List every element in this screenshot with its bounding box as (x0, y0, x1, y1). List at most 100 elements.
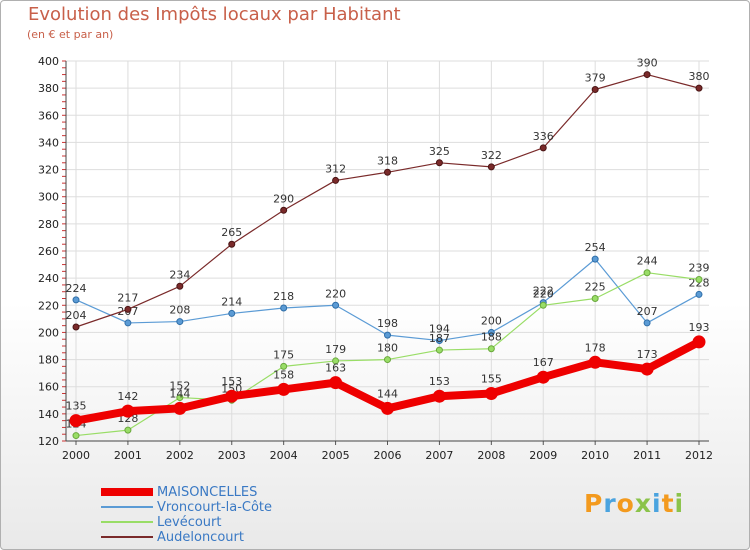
data-point[interactable] (695, 84, 703, 92)
data-label: 224 (66, 282, 87, 295)
data-label: 158 (273, 368, 294, 381)
logo-letter: P (584, 489, 604, 518)
data-point[interactable] (124, 319, 132, 327)
data-point[interactable] (484, 387, 498, 400)
data-label: 325 (429, 145, 450, 158)
x-tick-label: 2008 (477, 449, 505, 462)
y-tick-label: 220 (38, 299, 59, 312)
logo-letter: r (603, 489, 617, 518)
x-tick-label: 2001 (114, 449, 142, 462)
data-label: 142 (117, 390, 138, 403)
data-label: 217 (117, 291, 138, 304)
legend-label: Levécourt (157, 515, 222, 530)
data-point[interactable] (643, 319, 651, 327)
data-point[interactable] (280, 362, 288, 370)
y-tick-label: 200 (38, 326, 59, 339)
data-point[interactable] (384, 168, 391, 176)
data-point[interactable] (124, 426, 132, 434)
data-point[interactable] (643, 269, 651, 277)
data-point[interactable] (435, 346, 443, 354)
data-point[interactable] (640, 362, 654, 376)
data-label: 167 (533, 356, 554, 369)
data-point[interactable] (277, 382, 291, 396)
data-point[interactable] (384, 331, 391, 339)
data-point[interactable] (225, 389, 239, 403)
data-label: 204 (66, 309, 87, 322)
data-label: 193 (689, 321, 710, 334)
logo-letter: x (634, 489, 652, 518)
x-tick-label: 2000 (62, 449, 90, 462)
data-label: 152 (169, 380, 190, 393)
y-tick-label: 380 (38, 82, 59, 95)
data-point[interactable] (176, 282, 184, 290)
data-point[interactable] (487, 345, 495, 353)
data-point[interactable] (176, 318, 184, 326)
data-label: 153 (221, 375, 242, 388)
data-point[interactable] (332, 176, 340, 184)
data-point[interactable] (124, 305, 132, 313)
y-tick-label: 140 (38, 408, 59, 421)
data-point[interactable] (539, 144, 547, 152)
data-label: 220 (533, 287, 554, 300)
y-tick-labels: 120 140 160 180 200 220 240 260 280 300 320 340 360 3… (38, 55, 59, 448)
data-point[interactable] (228, 240, 236, 248)
data-point[interactable] (435, 159, 443, 167)
data-point[interactable] (332, 357, 340, 365)
legend-swatch (101, 536, 153, 538)
data-point[interactable] (69, 414, 83, 428)
legend-swatch (101, 521, 153, 523)
data-point[interactable] (72, 323, 80, 331)
data-point[interactable] (487, 163, 495, 171)
data-label: 239 (689, 262, 710, 275)
x-tick-label: 2004 (270, 449, 298, 462)
data-label: 218 (273, 290, 294, 303)
x-tick-label: 2002 (166, 449, 194, 462)
data-point[interactable] (384, 356, 391, 364)
axes (62, 60, 709, 445)
legend-label: Audeloncourt (157, 530, 244, 545)
data-point[interactable] (332, 301, 340, 309)
data-label: 144 (169, 387, 190, 400)
line-chart: 2000 2001 2002 2003 2004 2005 2006 2007 2008 2009… (38, 55, 713, 462)
data-point[interactable] (173, 401, 187, 415)
y-tick-label: 260 (38, 245, 59, 258)
chart-subtitle: (en € et par an) (27, 28, 114, 41)
data-point[interactable] (280, 206, 288, 214)
data-point[interactable] (695, 276, 703, 283)
data-point[interactable] (536, 370, 550, 384)
data-label: 225 (585, 281, 606, 294)
legend-swatch (101, 488, 153, 496)
series-maisoncelles: 135 142 144 153 158 163 144 153 155 167 178 173 193 (66, 321, 710, 428)
data-point[interactable] (643, 71, 651, 79)
data-label: 153 (429, 375, 450, 388)
series-group: 2242072082142182201981942002222542072281… (66, 57, 710, 440)
data-point[interactable] (539, 301, 547, 309)
data-point[interactable] (176, 394, 184, 402)
data-point[interactable] (72, 296, 80, 304)
data-point[interactable] (588, 355, 602, 369)
data-point[interactable] (329, 376, 343, 390)
data-label: 254 (585, 241, 606, 254)
data-point[interactable] (381, 401, 394, 415)
data-point[interactable] (692, 335, 706, 349)
data-point[interactable] (121, 404, 135, 418)
data-label: 207 (637, 305, 658, 318)
data-label: 265 (221, 226, 242, 239)
data-point[interactable] (228, 309, 236, 317)
y-tick-label: 180 (38, 354, 59, 367)
data-label: 135 (66, 400, 87, 413)
series-audeloncourt: 204 217 234 265 290 312 318 325 322 336 379 390 380 (66, 57, 710, 331)
data-point[interactable] (72, 432, 80, 440)
data-point[interactable] (435, 337, 443, 345)
data-point[interactable] (591, 86, 599, 93)
data-point[interactable] (591, 255, 599, 263)
y-tick-label: 120 (38, 435, 59, 448)
x-tick-label: 2003 (218, 449, 246, 462)
data-point[interactable] (432, 389, 446, 403)
data-label: 380 (689, 70, 710, 83)
data-point[interactable] (695, 290, 703, 298)
data-point[interactable] (591, 295, 599, 302)
data-point[interactable] (280, 304, 288, 312)
chart-title: Evolution des Impôts locaux par Habitant (28, 4, 401, 25)
data-point[interactable] (487, 328, 495, 336)
